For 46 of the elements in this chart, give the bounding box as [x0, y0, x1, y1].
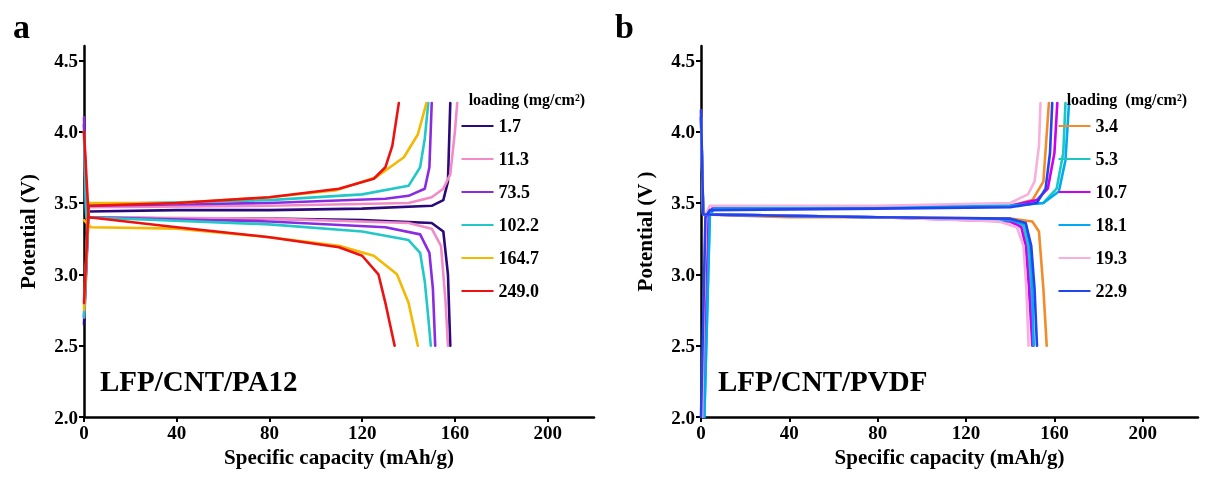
y-tick-label: 3.5	[54, 192, 78, 214]
legend-label: 18.1	[1095, 215, 1127, 235]
legend-label: 102.2	[498, 215, 539, 235]
x-axis-title: Specific capacity (mAh/g)	[834, 445, 1065, 470]
x-tick-label: 160	[1040, 422, 1069, 443]
x-tick-label: 160	[440, 422, 470, 443]
annotation: LFP/CNT/PA12	[100, 364, 298, 397]
chart-title: b	[615, 7, 634, 45]
x-tick-label: 120	[951, 422, 981, 443]
x-tick-label: 40	[779, 422, 799, 443]
y-tick-label: 4.5	[671, 49, 695, 71]
x-tick-label: 80	[259, 422, 279, 443]
legend-title: loading (mg/cm²)	[468, 90, 585, 109]
y-tick-label: 2.0	[671, 406, 695, 428]
x-axis-title: Specific capacity (mAh/g)	[224, 445, 454, 470]
legend-label: 19.3	[1095, 248, 1127, 268]
y-tick-label: 2.5	[54, 335, 78, 357]
x-tick-label: 0	[696, 422, 706, 443]
y-tick-label: 3.0	[671, 263, 695, 285]
legend-label: 73.5	[498, 182, 530, 202]
y-tick-label: 4.0	[671, 121, 695, 143]
y-tick-label: 2.0	[54, 406, 78, 428]
x-tick-label: 200	[533, 422, 562, 443]
x-tick-label: 40	[167, 422, 187, 443]
legend-title: loading (mg/cm²)	[1066, 90, 1187, 109]
chart-title: a	[13, 7, 30, 45]
legend-label: 10.7	[1095, 182, 1127, 202]
legend-label: 249.0	[498, 281, 539, 301]
x-tick-label: 200	[1128, 422, 1158, 443]
x-tick-label: 0	[79, 422, 89, 443]
y-tick-label: 4.0	[54, 121, 78, 143]
y-tick-label: 3.5	[671, 192, 695, 214]
y-axis-title: Potential (V)	[15, 174, 40, 289]
legend-label: 1.7	[498, 116, 521, 136]
y-tick-label: 4.5	[54, 49, 78, 71]
y-tick-label: 2.5	[671, 335, 695, 357]
legend-label: 22.9	[1095, 281, 1127, 301]
legend-label: 11.3	[498, 149, 530, 169]
x-tick-label: 120	[347, 422, 377, 443]
y-axis-title: Potential (V )	[632, 171, 657, 292]
legend-label: 164.7	[498, 248, 539, 268]
legend-label: 3.4	[1095, 116, 1118, 136]
y-tick-label: 3.0	[54, 263, 78, 285]
annotation: LFP/CNT/PVDF	[718, 364, 928, 397]
x-tick-label: 80	[868, 422, 888, 443]
legend-label: 5.3	[1095, 149, 1118, 169]
